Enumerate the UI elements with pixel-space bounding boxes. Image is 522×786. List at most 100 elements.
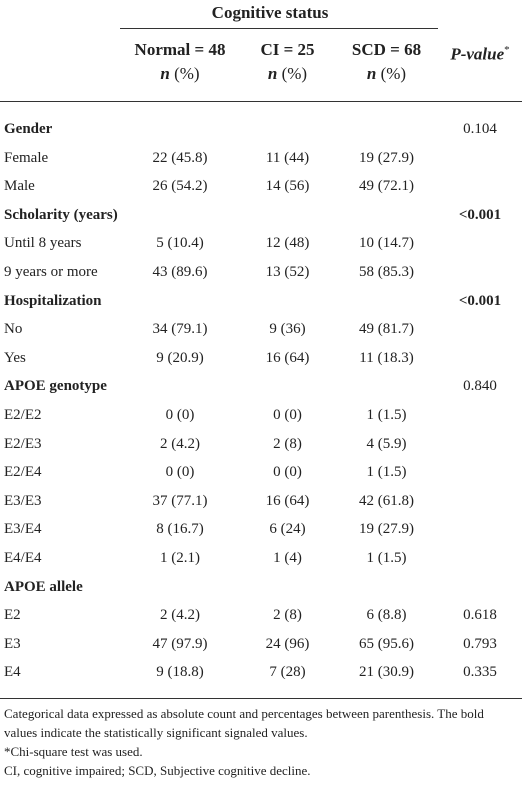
table-bottom-rule <box>0 698 522 699</box>
cell-value: 26 (54.2) <box>152 178 208 195</box>
cell-value: 11 (18.3) <box>359 349 414 366</box>
cell-value: 65 (95.6) <box>359 635 414 652</box>
row-label: E2/E4 <box>4 464 42 481</box>
row-label: Yes <box>4 349 26 366</box>
table-section-row: Hospitalization <0.001 <box>0 287 522 316</box>
pvalue-footnote-mark: * <box>504 44 510 56</box>
footnote-3: CI, cognitive impaired; SCD, Subjective … <box>4 763 311 778</box>
column-header-pvalue: P-value* <box>438 38 522 67</box>
column-header-normal-title: Normal = 48 <box>134 40 226 59</box>
group-header-title: Cognitive status <box>211 3 329 22</box>
cell-value: 4 (5.9) <box>366 435 407 452</box>
row-label: E3/E3 <box>4 492 42 509</box>
table-row: Until 8 years 5 (10.4) 12 (48) 10 (14.7) <box>0 229 522 258</box>
cell-value: 2 (8) <box>273 435 302 452</box>
cell-value: 2 (4.2) <box>160 435 200 452</box>
row-label: E2/E3 <box>4 435 42 452</box>
row-label: Male <box>4 178 35 195</box>
n-label: n <box>160 64 170 83</box>
cell-value: 49 (72.1) <box>359 178 414 195</box>
cell-value: 47 (97.9) <box>152 635 208 652</box>
cell-value: 9 (20.9) <box>156 349 204 366</box>
pct-label: (%) <box>277 64 308 83</box>
table-section-row: APOE allele <box>0 573 522 602</box>
cell-value: 13 (52) <box>265 264 310 280</box>
column-header-scd-title: SCD = 68 <box>351 40 422 59</box>
cell-value: 14 (56) <box>265 178 310 195</box>
cell-value: 24 (96) <box>265 635 310 652</box>
table-row: E3/E3 37 (77.1) 16 (64) 42 (61.8) <box>0 487 522 516</box>
cell-pvalue: 0.104 <box>463 121 497 137</box>
cell-pvalue: 0.335 <box>463 664 497 681</box>
column-header-normal: Normal = 48 n (%) <box>120 38 240 86</box>
column-header-scd: SCD = 68 n (%) <box>335 38 438 86</box>
table-row: No 34 (79.1) 9 (36) 49 (81.7) <box>0 315 522 344</box>
group-header-underline <box>120 28 438 29</box>
cell-value: 5 (10.4) <box>156 235 204 252</box>
row-label: Scholarity (years) <box>4 206 118 223</box>
cell-value: 34 (79.1) <box>152 321 208 338</box>
table-row: E3/E4 8 (16.7) 6 (24) 19 (27.9) <box>0 515 522 544</box>
row-label: E2/E2 <box>4 407 42 423</box>
table-row: E3 47 (97.9) 24 (96) 65 (95.6) 0.793 <box>0 630 522 659</box>
cell-value: 42 (61.8) <box>359 492 414 509</box>
cell-pvalue: 0.793 <box>463 635 497 652</box>
cell-value: 0 (0) <box>273 464 302 481</box>
n-label: n <box>267 64 278 83</box>
row-label: E4 <box>4 664 21 681</box>
cell-value: 21 (30.9) <box>359 664 414 681</box>
cell-pvalue: <0.001 <box>458 292 502 309</box>
cell-value: 1 (4) <box>273 550 302 566</box>
cell-value: 19 (27.9) <box>359 149 414 166</box>
column-header-normal-sub: n (%) <box>120 62 240 86</box>
cell-value: 16 (64) <box>265 492 310 509</box>
row-label: APOE allele <box>4 578 83 595</box>
pct-label: (%) <box>169 64 200 83</box>
table-row: E2/E2 0 (0) 0 (0) 1 (1.5) <box>0 401 522 430</box>
cell-value: 16 (64) <box>265 349 310 366</box>
row-label: Female <box>4 149 49 166</box>
cell-value: 9 (36) <box>269 321 306 338</box>
footnote-2: *Chi-square test was used. <box>4 744 143 759</box>
table-row: E4/E4 1 (2.1) 1 (4) 1 (1.5) <box>0 544 522 573</box>
cell-value: 1 (1.5) <box>366 550 407 566</box>
row-label: Until 8 years <box>4 235 82 252</box>
column-header-ci: CI = 25 n (%) <box>240 38 335 86</box>
row-label: E3 <box>4 635 21 652</box>
cell-value: 37 (77.1) <box>152 492 208 509</box>
cell-pvalue: 0.618 <box>463 607 497 624</box>
row-label: No <box>4 321 23 338</box>
header-bottom-rule <box>0 101 522 102</box>
pct-label: (%) <box>376 64 407 83</box>
cell-value: 9 (18.8) <box>156 664 204 681</box>
cell-value: 0 (0) <box>165 464 195 481</box>
table-row: E2/E3 2 (4.2) 2 (8) 4 (5.9) <box>0 430 522 459</box>
cell-value: 8 (16.7) <box>156 521 204 538</box>
cell-value: 1 (2.1) <box>160 550 200 566</box>
row-label: E3/E4 <box>4 521 42 538</box>
cell-value: 2 (4.2) <box>160 607 200 624</box>
cell-value: 2 (8) <box>273 607 302 624</box>
table-row: 9 years or more 43 (89.6) 13 (52) 58 (85.3) <box>0 258 522 287</box>
cell-value: 0 (0) <box>165 407 195 423</box>
n-label: n <box>366 64 377 83</box>
cell-value: 49 (81.7) <box>359 321 414 338</box>
cell-value: 43 (89.6) <box>152 264 208 280</box>
cell-value: 0 (0) <box>273 407 302 423</box>
row-label: E2 <box>4 607 21 624</box>
table-row: Male 26 (54.2) 14 (56) 49 (72.1) <box>0 172 522 201</box>
cell-value: 12 (48) <box>265 235 310 252</box>
row-label: Hospitalization <box>4 292 102 309</box>
cell-pvalue: 0.840 <box>463 378 497 395</box>
cell-value: 1 (1.5) <box>366 464 407 481</box>
pvalue-label: P-value <box>450 44 505 64</box>
table-row: E2/E4 0 (0) 0 (0) 1 (1.5) <box>0 458 522 487</box>
table-footnotes: Categorical data expressed as absolute c… <box>4 704 518 780</box>
cell-pvalue: <0.001 <box>458 206 502 223</box>
cell-value: 10 (14.7) <box>359 235 414 252</box>
cell-value: 11 (44) <box>265 149 310 166</box>
row-label: E4/E4 <box>4 550 42 566</box>
cell-value: 6 (8.8) <box>366 607 407 624</box>
column-header-scd-sub: n (%) <box>335 62 438 86</box>
